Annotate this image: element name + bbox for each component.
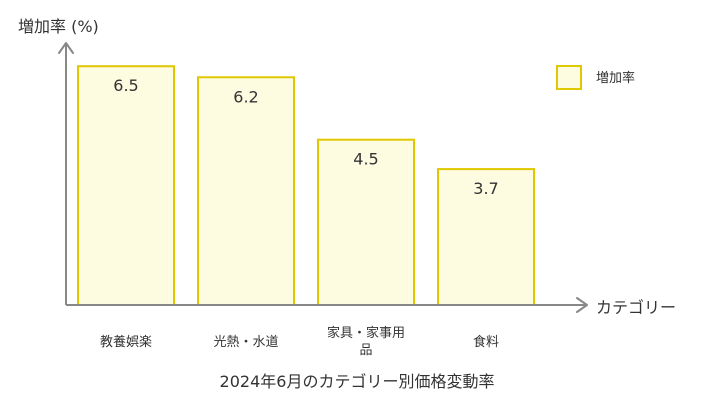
legend: 増加率 [556, 65, 635, 90]
chart-title: 2024年6月のカテゴリー別価格変動率 [219, 372, 495, 391]
bar-value-label-1: 6.2 [233, 87, 258, 106]
bar-value-label-0: 6.5 [113, 76, 138, 95]
x-axis-label: カテゴリー [596, 298, 677, 317]
x-axis-arrow [576, 297, 588, 313]
axes-group [58, 42, 588, 313]
bar-value-label-3: 3.7 [473, 179, 498, 198]
bar-2 [317, 138, 415, 306]
legend-swatch [556, 65, 582, 90]
bars-group [77, 65, 535, 307]
y-axis-label: 増加率 (%) [18, 17, 99, 36]
category-label-3: 食料 [473, 334, 499, 350]
category-labels-group: 教養娯楽 光熱・水道 家具・家事用品 食料 [100, 325, 499, 358]
legend-label: 増加率 [596, 70, 635, 86]
bar-3 [437, 168, 535, 306]
category-label-1: 光熱・水道 [213, 335, 278, 350]
category-label-2: 家具・家事用品 [327, 325, 405, 358]
bar-0 [77, 65, 175, 306]
value-labels-group: 6.5 6.2 4.5 3.7 [113, 76, 498, 198]
category-label-0: 教養娯楽 [100, 334, 152, 350]
y-axis-arrow [58, 42, 74, 54]
bar-1 [197, 76, 295, 307]
bar-value-label-2: 4.5 [353, 150, 378, 169]
